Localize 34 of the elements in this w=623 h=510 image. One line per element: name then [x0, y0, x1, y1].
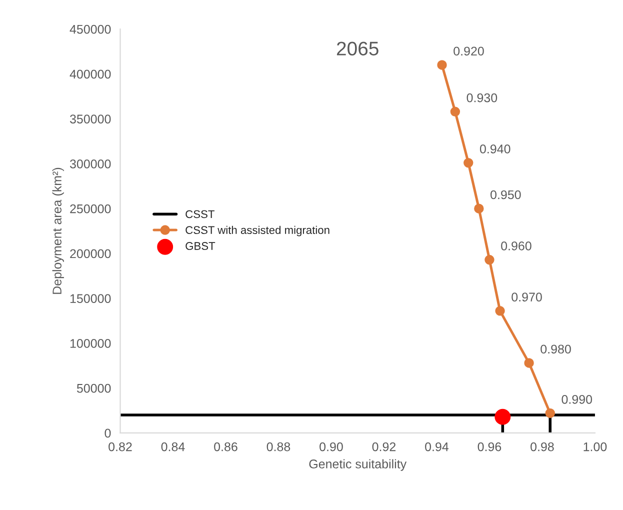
y-tick-label: 450000	[70, 24, 111, 34]
x-tick-label: 0.92	[372, 442, 396, 452]
y-tick-label: 350000	[70, 114, 111, 124]
x-tick-label: 0.82	[108, 442, 132, 452]
x-tick-label: 0.90	[320, 442, 343, 452]
y-tick-label: 200000	[70, 249, 111, 258]
x-tick-label: 0.86	[214, 442, 238, 452]
y-tick-label: 100000	[70, 339, 111, 348]
y-tick-label: 400000	[70, 70, 111, 79]
x-tick-label: 0.98	[530, 442, 554, 452]
y-tick-label: 0	[104, 428, 111, 438]
annotation: 0.990	[562, 394, 592, 404]
y-tick-label: 150000	[70, 294, 111, 303]
x-tick-label: 0.88	[266, 442, 290, 452]
annotation: 0.970	[512, 292, 542, 302]
annotation: 0.960	[501, 241, 532, 250]
annotation: 0.940	[480, 144, 510, 154]
annotation: 0.980	[540, 344, 571, 354]
y-tick-label: 300000	[70, 160, 111, 168]
annotation: 0.930	[466, 93, 498, 102]
x-tick-label: 0.94	[425, 442, 449, 452]
y-tick-label: 250000	[70, 204, 111, 214]
legend-label: CSST with assisted migration	[186, 226, 330, 236]
annotation: 0.950	[490, 190, 521, 200]
x-tick-label: 1.00	[584, 442, 607, 452]
annotation: 0.920	[454, 46, 484, 56]
x-tick-label: 0.84	[161, 442, 185, 452]
x-axis-title: Genetic suitability	[309, 459, 407, 471]
y-tick-label: 50000	[76, 384, 111, 393]
y-axis-title: Deployment area (km²)	[52, 168, 64, 294]
x-tick-label: 0.96	[478, 442, 502, 452]
legend-label: GBST	[186, 242, 216, 250]
text: 2065	[336, 42, 378, 56]
legend-label: CSST	[186, 210, 214, 218]
